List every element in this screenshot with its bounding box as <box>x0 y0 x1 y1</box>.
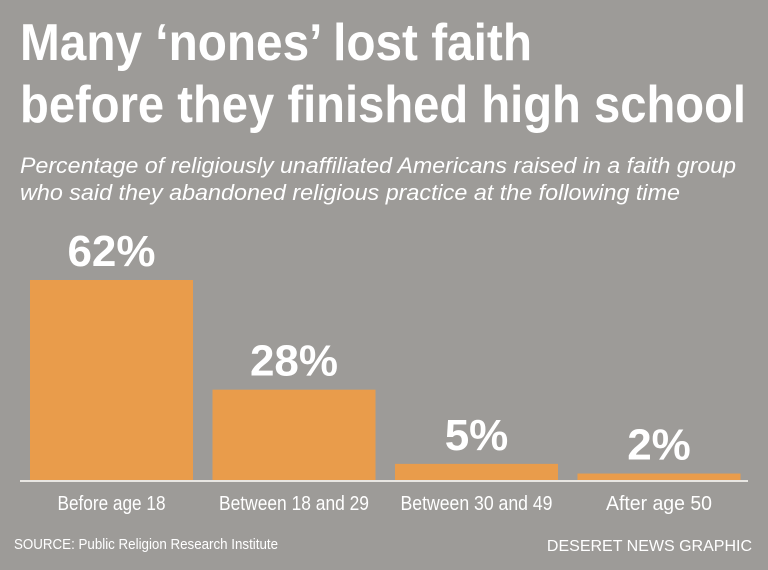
value-label: 28% <box>250 337 338 386</box>
bar <box>212 389 376 480</box>
bar <box>30 280 193 480</box>
category-label: Before age 18 <box>58 493 166 515</box>
chart-subtitle: who said they abandoned religious practi… <box>20 180 680 205</box>
value-label: 2% <box>627 421 691 470</box>
bar <box>395 463 558 480</box>
credit: DESERET NEWS GRAPHIC <box>547 538 752 555</box>
chart-title: Many ‘nones’ lost faith <box>20 14 532 72</box>
bar <box>577 473 741 480</box>
source: SOURCE: Public Religion Research Institu… <box>14 536 278 553</box>
category-label: Between 18 and 29 <box>219 493 369 515</box>
category-label: Between 30 and 49 <box>401 493 553 515</box>
chart-subtitle: Percentage of religiously unaffiliated A… <box>20 153 736 178</box>
chart-title: before they finished high school <box>20 76 746 134</box>
category-label: After age 50 <box>606 493 712 515</box>
value-label: 62% <box>67 227 155 276</box>
value-label: 5% <box>445 411 509 460</box>
